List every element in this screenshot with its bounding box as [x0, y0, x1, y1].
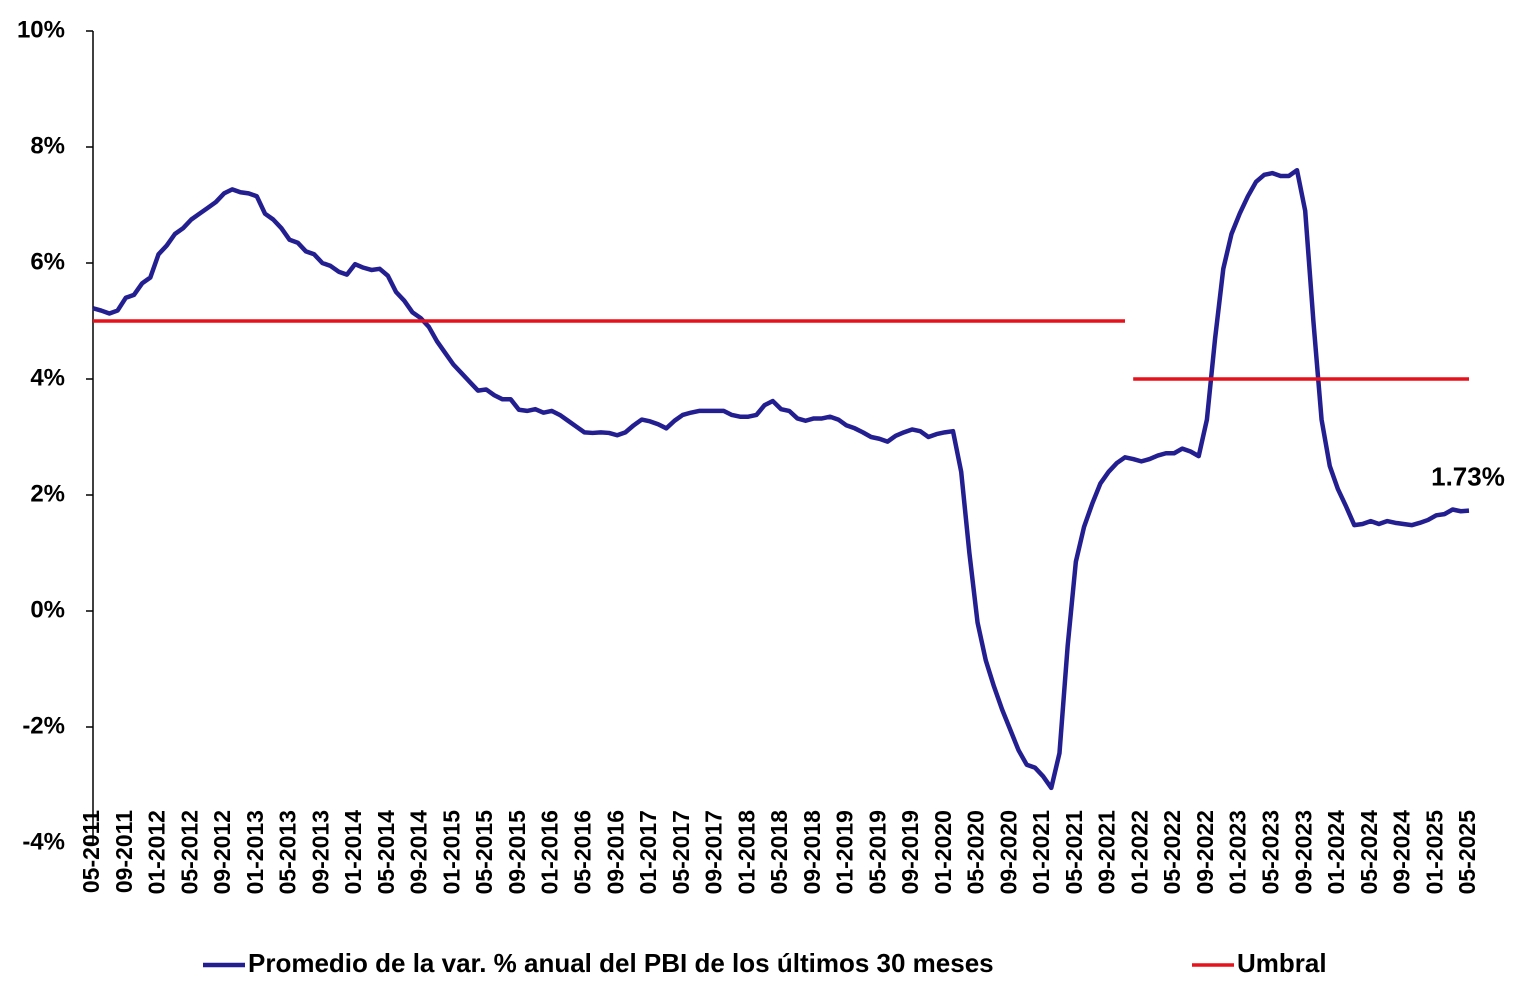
x-tick-label: 09-2021 [1094, 810, 1120, 895]
x-tick-label: 01-2018 [733, 810, 759, 895]
x-tick-label: 09-2012 [209, 810, 235, 894]
y-tick-label: 10% [17, 16, 65, 43]
x-tick-label: 09-2014 [406, 810, 432, 895]
x-tick-label: 09-2020 [995, 810, 1021, 894]
x-tick-label: 05-2016 [570, 810, 596, 894]
x-tick-label: 05-2019 [864, 810, 890, 894]
x-tick-label: 01-2013 [242, 810, 268, 894]
y-tick-label: 2% [30, 480, 65, 507]
x-tick-label: 05-2023 [1258, 810, 1284, 894]
x-tick-label: 05-2021 [1061, 810, 1087, 895]
x-tick-label: 05-2025 [1454, 810, 1480, 895]
x-tick-label: 01-2016 [537, 810, 563, 894]
x-tick-label: 01-2012 [144, 810, 170, 894]
x-tick-label: 01-2024 [1323, 810, 1349, 895]
x-tick-label: 09-2023 [1290, 810, 1316, 894]
x-tick-label: 09-2024 [1389, 810, 1415, 895]
y-tick-label: 0% [30, 596, 65, 623]
x-tick-label: 05-2022 [1159, 810, 1185, 894]
x-tick-label: 01-2020 [930, 810, 956, 894]
x-tick-label: 05-2012 [176, 810, 202, 894]
x-tick-label: 09-2022 [1192, 810, 1218, 894]
x-tick-label: 09-2018 [799, 810, 825, 895]
x-tick-label: 05-2024 [1356, 810, 1382, 895]
x-tick-label: 01-2019 [832, 810, 858, 894]
x-tick-label: 05-2013 [275, 810, 301, 894]
x-tick-label: 09-2015 [504, 810, 530, 895]
x-tick-label: 01-2022 [1126, 810, 1152, 894]
x-tick-label: 09-2011 [111, 810, 137, 893]
x-tick-label: 05-2017 [668, 810, 694, 894]
x-tick-label: 01-2017 [635, 810, 661, 894]
series-line [92, 167, 1470, 791]
y-tick-label: 4% [30, 364, 65, 391]
x-tick-label: 01-2021 [1028, 810, 1054, 895]
y-tick-label: 8% [30, 132, 65, 159]
x-tick-label: 09-2019 [897, 810, 923, 894]
legend-label: Umbral [1237, 948, 1327, 978]
x-tick-label: 01-2023 [1225, 810, 1251, 894]
x-tick-label: 05-2011 [78, 810, 104, 893]
y-tick-label: 6% [30, 248, 65, 275]
x-tick-label: 05-2018 [766, 810, 792, 895]
data-label: 1.73% [1431, 462, 1505, 492]
y-tick-label: -2% [22, 712, 65, 739]
x-tick-label: 09-2017 [701, 810, 727, 894]
x-tick-label: 01-2025 [1421, 810, 1447, 895]
x-tick-label: 05-2015 [471, 810, 497, 895]
x-tick-label: 09-2013 [307, 810, 333, 894]
x-tick-label: 01-2014 [340, 810, 366, 895]
y-tick-label: -4% [22, 828, 65, 855]
x-tick-label: 01-2015 [438, 810, 464, 895]
legend-label: Promedio de la var. % anual del PBI de l… [248, 948, 994, 978]
x-tick-label: 05-2020 [963, 810, 989, 894]
x-tick-label: 09-2016 [602, 810, 628, 894]
x-tick-label: 05-2014 [373, 810, 399, 895]
